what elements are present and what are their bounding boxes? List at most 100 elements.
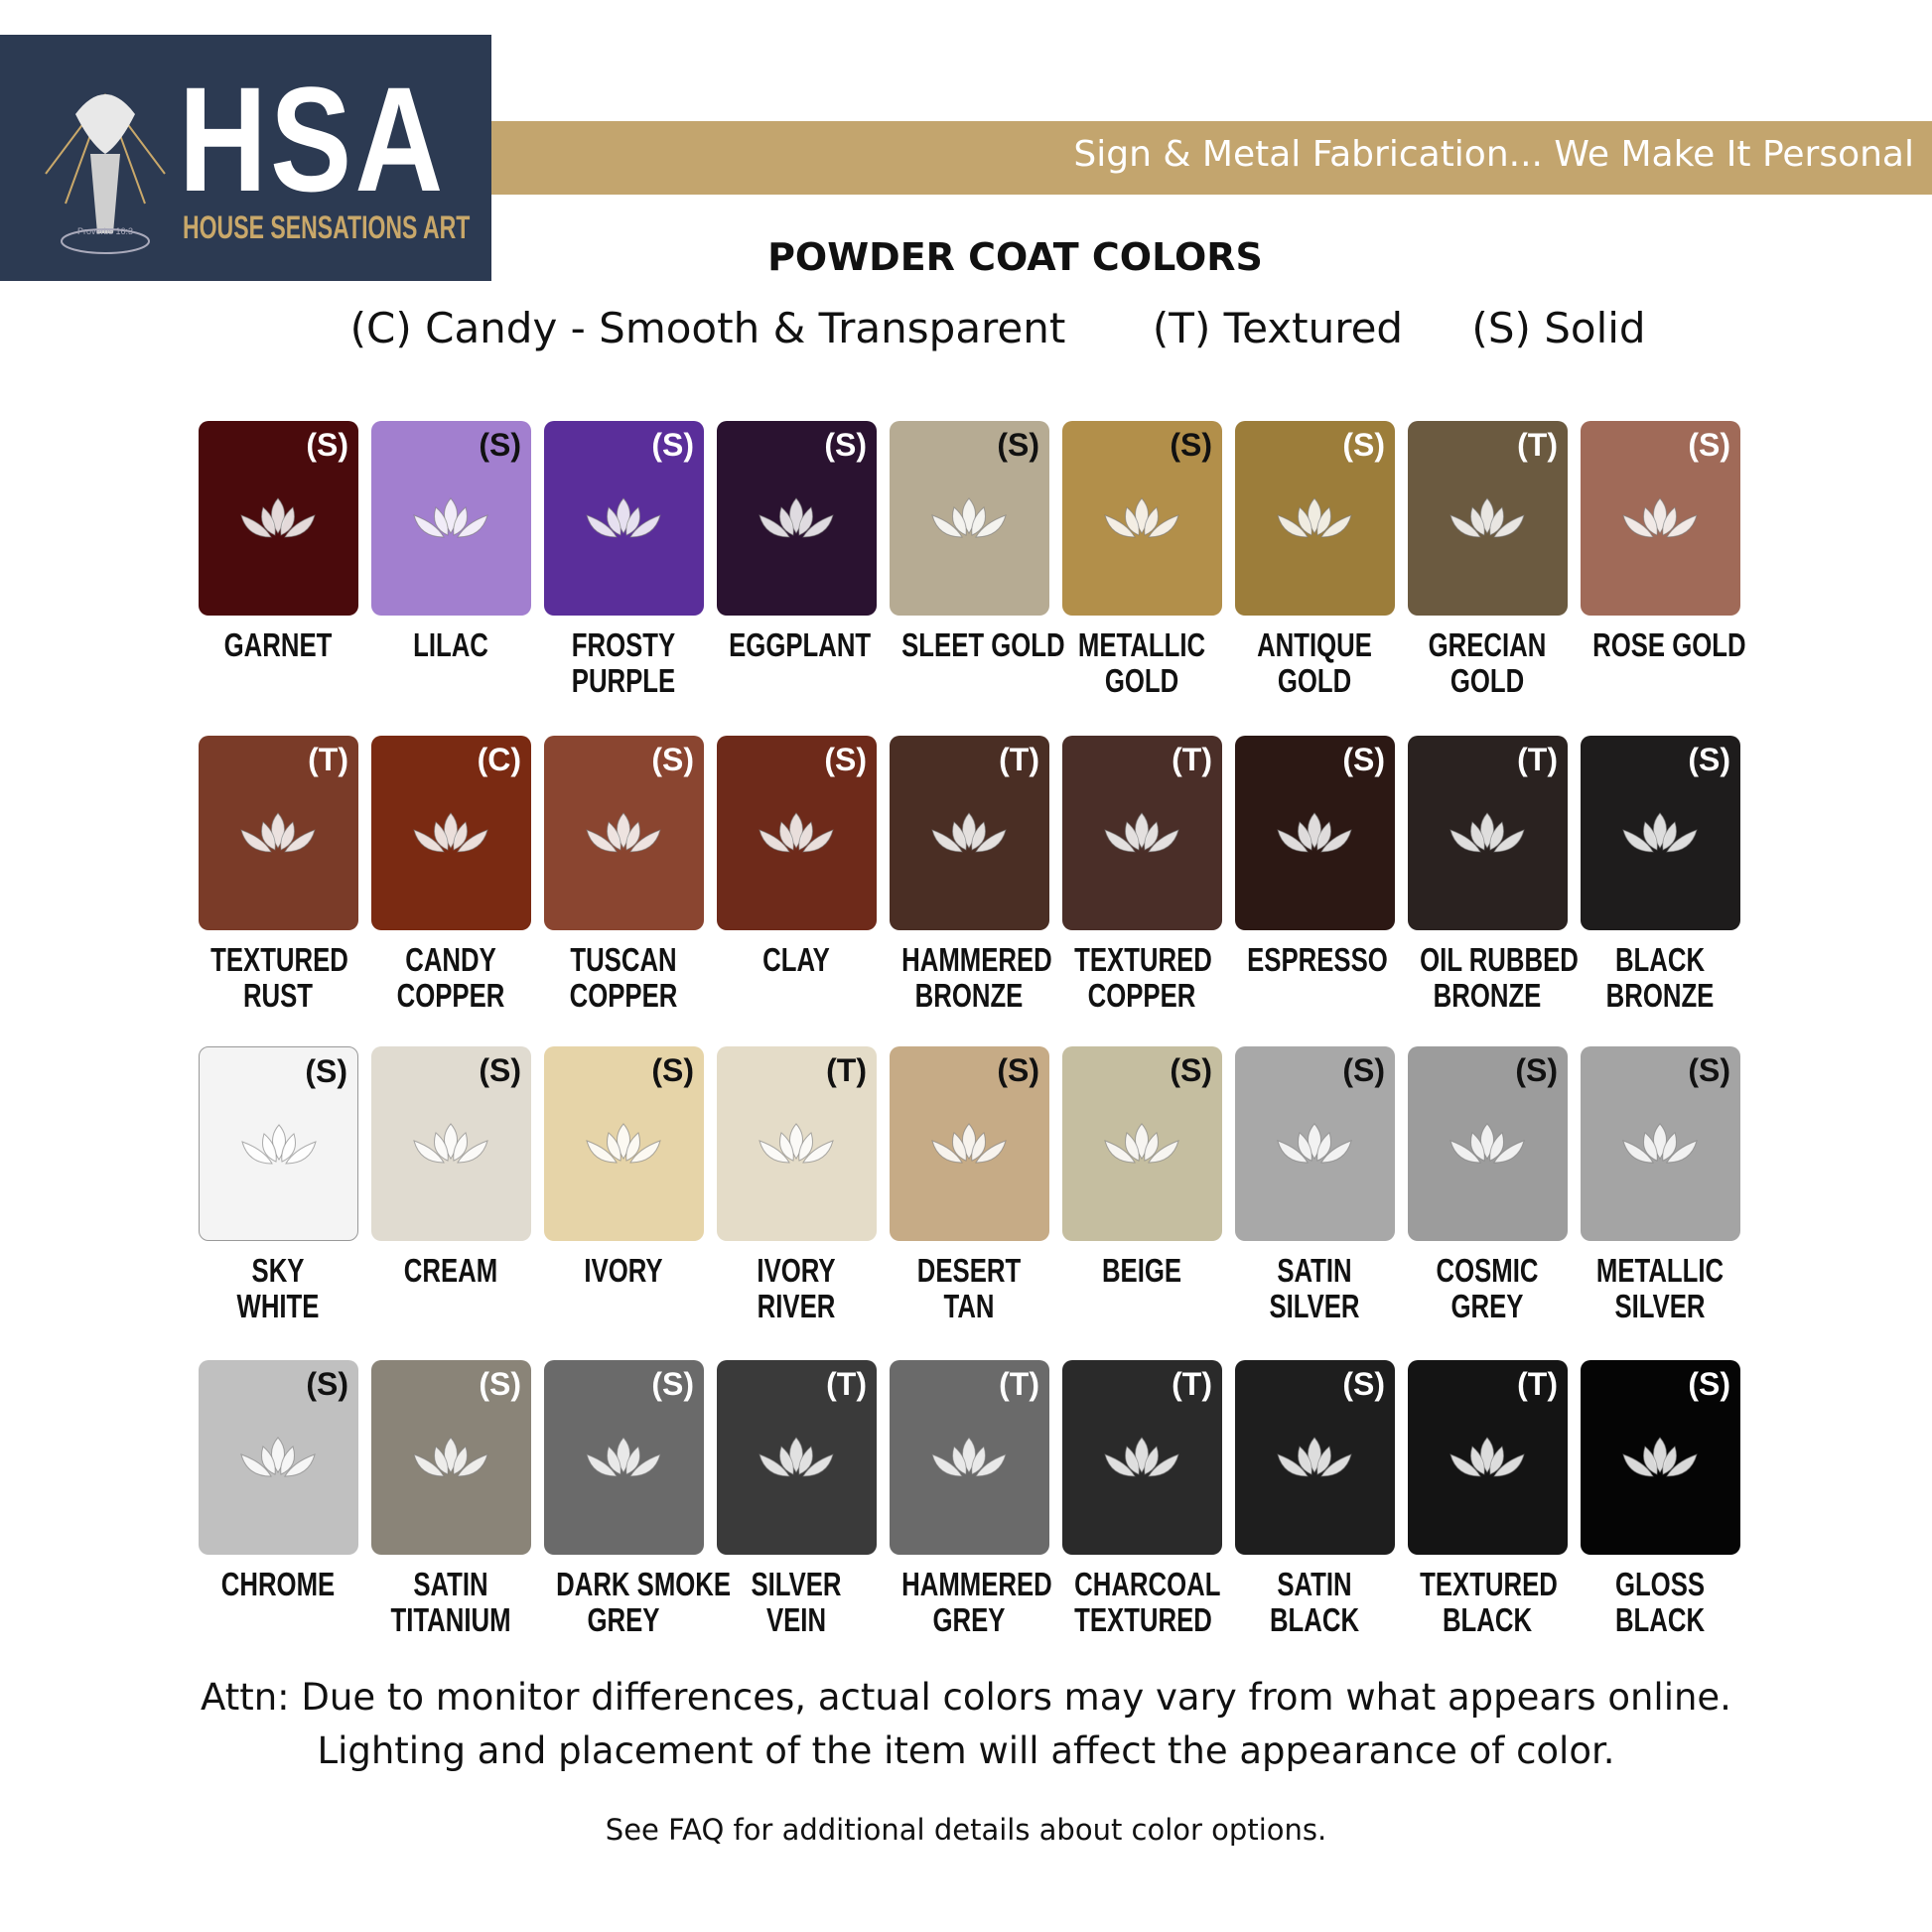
color-swatch: (T) (890, 736, 1049, 930)
color-name-line: GOLD (1449, 662, 1525, 699)
color-name-line: TEXTURED (1074, 1601, 1212, 1638)
color-name-line: GOLD (1277, 662, 1352, 699)
note: Attn: Due to monitor differences, actual… (201, 1676, 1731, 1719)
finish-code: (T) (1517, 427, 1558, 463)
color-name: CHROME (192, 1567, 364, 1602)
color-name-line: SKY (251, 1252, 305, 1289)
color-name-line: CLAY (762, 941, 830, 978)
finish-code: (T) (1517, 742, 1558, 777)
color-swatch: (S) (1062, 1046, 1222, 1241)
color-swatch: (S) (1235, 736, 1395, 930)
finish-code: (S) (1342, 742, 1385, 777)
color-name: CLAY (710, 942, 883, 978)
color-swatch: (S) (199, 1046, 358, 1241)
finish-code: (S) (305, 1053, 347, 1089)
color-name: METALLIC GOLD (1055, 627, 1228, 699)
logo-emblem (45, 93, 166, 254)
note: See FAQ for additional details about col… (605, 1813, 1327, 1847)
color-swatch: (T) (199, 736, 358, 930)
finish-code: (S) (824, 742, 867, 777)
color-swatch: (S) (544, 1360, 704, 1555)
finish-code: (S) (1688, 427, 1730, 463)
color-name-line: TAN (943, 1288, 995, 1324)
color-name: ESPRESSO (1228, 942, 1401, 978)
color-name-line: HAMMERED (901, 941, 1052, 978)
brand-name: HOUSE SENSATIONS ART (183, 209, 471, 245)
color-name-line: ANTIQUE (1257, 626, 1372, 663)
color-name-line: COPPER (1087, 977, 1196, 1014)
color-name: COSMIC GREY (1401, 1253, 1574, 1324)
color-swatch: (S) (1235, 1360, 1395, 1555)
color-swatch: (T) (717, 1360, 877, 1555)
legend-item: (C) Candy - Smooth & Transparent (349, 304, 1066, 352)
color-name: CANDY COPPER (364, 942, 537, 1014)
verse: Proverbs 16:3 (77, 226, 134, 236)
color-name: BLACK BRONZE (1574, 942, 1746, 1014)
color-name-line: LILAC (413, 626, 488, 663)
color-swatch: (S) (717, 421, 877, 616)
color-name: ANTIQUE GOLD (1228, 627, 1401, 699)
color-name-line: TEXTURED (1420, 1566, 1558, 1602)
color-name-line: SATIN (1277, 1566, 1352, 1602)
color-name: ROSE GOLD (1574, 627, 1746, 663)
color-name-line: METALLIC (1595, 1252, 1725, 1289)
color-name-line: DARK SMOKE (556, 1566, 732, 1602)
finish-code: (C) (477, 742, 521, 777)
color-name-line: GARNET (223, 626, 333, 663)
finish-code: (S) (651, 742, 694, 777)
finish-code: (S) (1342, 1366, 1385, 1402)
finish-code: (T) (1172, 1366, 1212, 1402)
logo-panel: HSA HOUSE SENSATIONS ART Proverbs 16:3 (0, 35, 491, 281)
color-name-line: SATIN (1277, 1252, 1352, 1289)
color-swatch: (T) (1062, 1360, 1222, 1555)
color-name-line: SILVER (1269, 1288, 1360, 1324)
color-name-line: ESPRESSO (1247, 941, 1388, 978)
finish-code: (S) (651, 1366, 694, 1402)
logo-text: HSA (179, 56, 447, 222)
color-name: BEIGE (1055, 1253, 1228, 1289)
color-name-line: COPPER (396, 977, 505, 1014)
color-name: CHARCOAL TEXTURED (1055, 1567, 1228, 1638)
finish-code: (T) (1172, 742, 1212, 777)
color-name-line: SILVER (751, 1566, 842, 1602)
color-name-line: GLOSS (1614, 1566, 1706, 1602)
color-name-line: TEXTURED (210, 941, 348, 978)
color-name: FROSTY PURPLE (537, 627, 710, 699)
color-name-line: BRONZE (914, 977, 1024, 1014)
color-swatch: (T) (1408, 736, 1568, 930)
color-swatch: (T) (890, 1360, 1049, 1555)
finish-code: (S) (479, 1366, 521, 1402)
finish-code: (S) (1170, 1052, 1212, 1088)
color-name-line: CANDY (405, 941, 496, 978)
color-name-line: GREY (932, 1601, 1006, 1638)
color-name-line: BRONZE (1605, 977, 1715, 1014)
color-name: SKY WHITE (192, 1253, 364, 1324)
color-swatch: (T) (1062, 736, 1222, 930)
note: Lighting and placement of the item will … (317, 1729, 1615, 1772)
color-swatch: (S) (890, 421, 1049, 616)
finish-code: (S) (306, 427, 348, 463)
color-swatch: (S) (1062, 421, 1222, 616)
color-swatch: (S) (544, 1046, 704, 1241)
color-name-line: CREAM (403, 1252, 498, 1289)
finish-code: (S) (1342, 427, 1385, 463)
color-name-line: RIVER (757, 1288, 836, 1324)
finish-code: (S) (651, 427, 694, 463)
finish-code: (T) (999, 1366, 1039, 1402)
color-name-line: METALLIC (1077, 626, 1206, 663)
color-name-line: BLACK (1442, 1601, 1533, 1638)
color-swatch: (T) (717, 1046, 877, 1241)
color-name: TUSCAN COPPER (537, 942, 710, 1014)
finish-code: (S) (997, 1052, 1039, 1088)
color-name: METALLIC SILVER (1574, 1253, 1746, 1324)
color-swatch: (C) (371, 736, 531, 930)
color-name-line: RUST (242, 977, 314, 1014)
color-name: GARNET (192, 627, 364, 663)
color-name-line: WHITE (236, 1288, 320, 1324)
color-name-line: TEXTURED (1074, 941, 1212, 978)
color-name: HAMMERED BRONZE (883, 942, 1055, 1014)
color-swatch: (S) (1581, 421, 1740, 616)
color-swatch: (S) (1581, 1046, 1740, 1241)
color-name-line: VEIN (765, 1601, 827, 1638)
